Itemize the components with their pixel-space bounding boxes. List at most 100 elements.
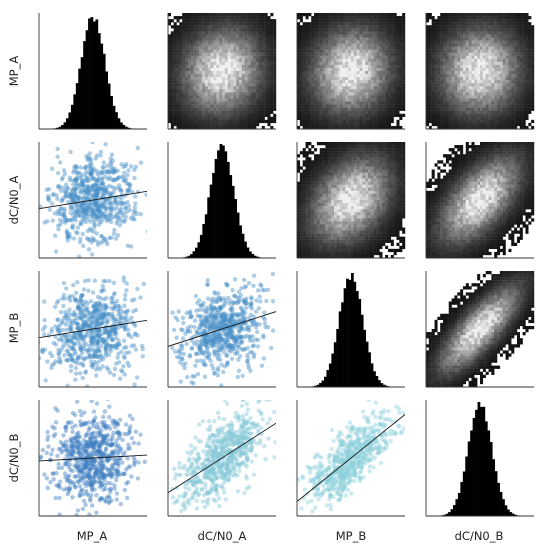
scatter-point xyxy=(68,318,73,324)
scatter-point xyxy=(100,337,105,342)
scatter-point xyxy=(69,339,74,344)
scatter-point xyxy=(129,343,134,349)
heatmap-cell xyxy=(202,34,206,38)
scatter-point xyxy=(98,153,103,158)
scatter-point xyxy=(267,416,273,422)
heatmap-cell xyxy=(204,37,208,41)
heatmap-cell xyxy=(236,61,240,66)
scatter-point xyxy=(100,200,105,205)
scatter-point xyxy=(64,461,69,466)
scatter-point xyxy=(122,303,127,308)
heatmap-cell xyxy=(207,77,211,81)
scatter-point xyxy=(134,211,139,216)
scatter-point xyxy=(219,362,224,367)
heatmap-cell xyxy=(202,31,206,35)
scatter-point xyxy=(86,420,91,425)
scatter-point xyxy=(103,200,108,206)
heatmap-cell xyxy=(179,122,183,127)
scatter-point xyxy=(95,341,100,346)
heatmap-cell xyxy=(190,16,194,20)
scatter-point xyxy=(76,199,81,204)
scatter-point xyxy=(371,465,376,470)
scatter-point xyxy=(70,195,76,200)
scatter-point xyxy=(91,304,96,309)
scatter-point xyxy=(86,247,92,252)
scatter-point xyxy=(133,331,138,336)
scatter-point xyxy=(70,294,76,299)
scatter-point xyxy=(83,355,89,361)
scatter-point xyxy=(93,192,98,197)
heatmap-cell xyxy=(187,67,191,72)
heatmap-cell xyxy=(187,49,191,53)
scatter-point xyxy=(112,227,117,233)
heatmap-cell xyxy=(216,83,220,87)
scatter-point xyxy=(92,191,98,196)
histogram-bar xyxy=(68,112,72,129)
scatter-point xyxy=(76,326,82,332)
scatter-point xyxy=(118,501,124,507)
heatmap-cell xyxy=(222,31,226,35)
scatter-point xyxy=(93,305,99,310)
heatmap-cell xyxy=(204,116,208,121)
heatmap-cell xyxy=(185,83,189,87)
scatter-point xyxy=(377,415,383,421)
scatter-point xyxy=(94,168,100,174)
scatter-point xyxy=(70,194,75,200)
scatter-point xyxy=(83,200,88,206)
scatter-point xyxy=(103,344,109,349)
scatter-point xyxy=(194,330,200,335)
heatmap-cell xyxy=(233,46,237,50)
heatmap-cell xyxy=(179,98,183,102)
heatmap-cell xyxy=(190,71,194,75)
scatter-point xyxy=(81,303,87,308)
heatmap-cell xyxy=(193,67,197,72)
scatter-point xyxy=(112,327,117,332)
scatter-point xyxy=(73,377,78,382)
scatter-point xyxy=(89,311,94,316)
scatter-point xyxy=(203,316,208,321)
scatter-point xyxy=(97,332,103,337)
scatter-point xyxy=(78,297,83,303)
scatter-point xyxy=(52,361,57,366)
scatter-point xyxy=(101,339,106,345)
scatter-point xyxy=(224,353,229,358)
scatter-point xyxy=(123,350,129,356)
scatter-point xyxy=(94,194,99,199)
scatter-point xyxy=(205,278,210,283)
scatter-point xyxy=(96,207,101,212)
heatmap-cell xyxy=(207,89,211,93)
scatter-point xyxy=(121,178,126,183)
scatter-point xyxy=(111,169,117,175)
heatmap-cell xyxy=(230,107,234,111)
histogram-bar xyxy=(477,402,481,516)
scatter-point xyxy=(60,197,65,203)
scatter-point xyxy=(63,315,68,320)
heatmap-cell xyxy=(173,37,177,41)
scatter-point xyxy=(81,211,87,216)
heatmap-cell xyxy=(196,64,200,69)
scatter-point xyxy=(86,154,91,160)
heatmap-cell xyxy=(187,34,191,38)
scatter-point xyxy=(126,188,131,193)
scatter-point xyxy=(68,149,73,155)
scatter-point xyxy=(133,429,139,434)
scatter-point xyxy=(86,188,91,193)
histogram-bar xyxy=(195,247,198,258)
scatter-point xyxy=(55,154,60,159)
heatmap-cell xyxy=(199,16,203,20)
histogram-bar xyxy=(373,371,376,387)
heatmap-cell xyxy=(233,49,237,53)
scatter-point xyxy=(85,322,90,327)
histogram-bar xyxy=(455,499,459,516)
scatter-point xyxy=(89,347,94,352)
heatmap-cell xyxy=(199,13,203,17)
heatmap-cell xyxy=(204,49,208,53)
scatter-point xyxy=(301,475,306,480)
heatmap-cell xyxy=(236,55,240,59)
scatter-point xyxy=(90,362,95,367)
scatter-point xyxy=(80,361,85,366)
scatter-point xyxy=(73,439,78,444)
scatter-point xyxy=(144,192,147,197)
heatmap-cell xyxy=(233,83,237,87)
scatter-point xyxy=(407,427,411,431)
